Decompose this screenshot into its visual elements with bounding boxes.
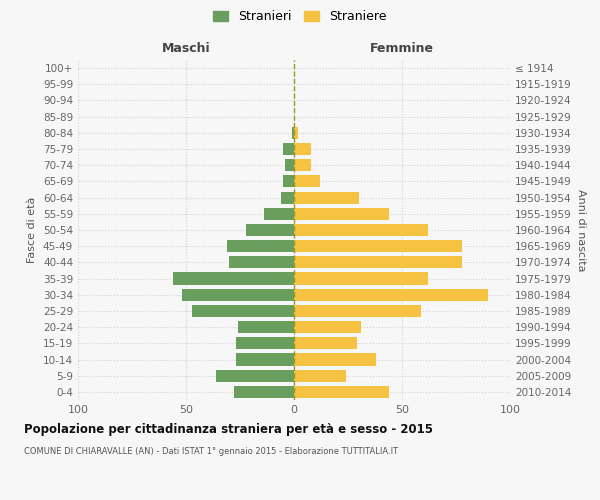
- Bar: [294, 370, 346, 382]
- Bar: [247, 224, 294, 236]
- Bar: [216, 370, 294, 382]
- Bar: [294, 256, 463, 268]
- Bar: [281, 192, 294, 203]
- Bar: [294, 143, 311, 155]
- Bar: [294, 240, 463, 252]
- Bar: [283, 176, 294, 188]
- Bar: [292, 127, 294, 139]
- Bar: [238, 321, 294, 333]
- Bar: [227, 240, 294, 252]
- Legend: Stranieri, Straniere: Stranieri, Straniere: [209, 6, 391, 26]
- Text: Popolazione per cittadinanza straniera per età e sesso - 2015: Popolazione per cittadinanza straniera p…: [24, 422, 433, 436]
- Bar: [294, 127, 298, 139]
- Bar: [193, 305, 294, 317]
- Bar: [294, 192, 359, 203]
- Bar: [173, 272, 294, 284]
- Text: Femmine: Femmine: [370, 42, 434, 55]
- Bar: [294, 338, 356, 349]
- Bar: [286, 159, 294, 172]
- Bar: [294, 288, 488, 301]
- Bar: [283, 143, 294, 155]
- Bar: [294, 176, 320, 188]
- Bar: [236, 354, 294, 366]
- Bar: [294, 224, 428, 236]
- Bar: [233, 386, 294, 398]
- Bar: [236, 338, 294, 349]
- Bar: [294, 272, 428, 284]
- Bar: [264, 208, 294, 220]
- Y-axis label: Anni di nascita: Anni di nascita: [575, 188, 586, 271]
- Bar: [294, 354, 376, 366]
- Bar: [182, 288, 294, 301]
- Bar: [294, 305, 421, 317]
- Bar: [294, 208, 389, 220]
- Text: Maschi: Maschi: [161, 42, 211, 55]
- Bar: [294, 386, 389, 398]
- Bar: [294, 321, 361, 333]
- Y-axis label: Fasce di età: Fasce di età: [28, 197, 37, 263]
- Bar: [294, 159, 311, 172]
- Text: COMUNE DI CHIARAVALLE (AN) - Dati ISTAT 1° gennaio 2015 - Elaborazione TUTTITALI: COMUNE DI CHIARAVALLE (AN) - Dati ISTAT …: [24, 448, 398, 456]
- Bar: [229, 256, 294, 268]
